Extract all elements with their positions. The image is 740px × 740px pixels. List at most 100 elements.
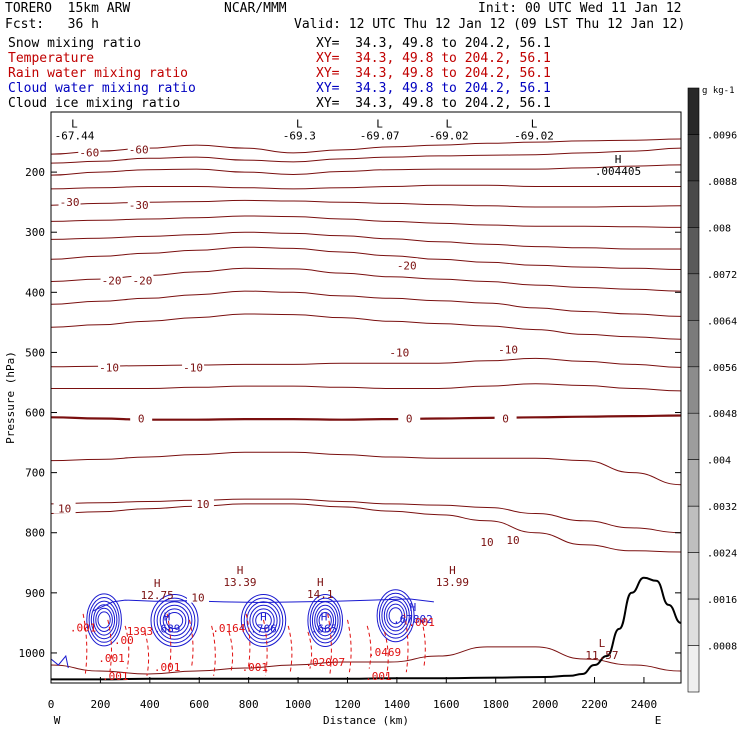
isotherm-line — [50, 147, 682, 164]
label-background — [182, 360, 205, 373]
rain-contour — [144, 631, 150, 676]
colorbar-segment — [687, 552, 700, 600]
extremum-mark: H — [260, 610, 267, 623]
isotherm-line — [50, 498, 682, 534]
extremum-value: .67802 — [393, 613, 433, 626]
init-label: Init: 00 UTC Wed 11 Jan 12 — [478, 1, 682, 16]
isotherm-line — [50, 164, 682, 176]
rain-contour — [327, 613, 332, 676]
cloud-water-contour — [88, 597, 120, 643]
isotherm-label: -10 — [99, 361, 119, 374]
field-name-rain: Rain water mixing ratio — [8, 66, 189, 81]
extremum-value: -69.3 — [283, 130, 316, 143]
colorbar: .0096 .0088 .008 .0072 .0064 .0056 .0048 .004 .0… — [687, 86, 737, 693]
cloud-water-contour — [240, 594, 287, 647]
isotherm-line — [51, 383, 682, 392]
colorbar-segment — [687, 87, 700, 135]
cloud-water-contour — [159, 604, 190, 637]
x-tick-label: 1200 — [334, 698, 361, 711]
rain-label: .001 — [98, 652, 125, 665]
isotherm-label: 0 — [138, 413, 145, 426]
x-tick-label: 2400 — [631, 698, 658, 711]
extremum-value: .004405 — [595, 165, 641, 178]
isotherm-line — [50, 357, 682, 368]
cloud-water-contour — [50, 654, 69, 669]
extremum-mark: H — [154, 577, 161, 590]
cloud-water-contour — [93, 604, 116, 636]
cloud-water-contour — [388, 607, 403, 625]
rain-contour — [307, 631, 313, 669]
fcst-label: Fcst: 36 h — [5, 17, 99, 32]
colorbar-tick-label: .0096 — [707, 130, 737, 141]
valid-label: Valid: 12 UTC Thu 12 Jan 12 (09 LST Thu … — [294, 17, 686, 32]
cloud-water-layer — [50, 589, 434, 669]
rain-label: .001 — [365, 670, 392, 683]
rain-contour — [263, 619, 268, 676]
isotherm-line — [50, 313, 682, 340]
cloud-water-contour — [92, 598, 434, 612]
extremum-mark: H — [615, 153, 622, 166]
y-tick-label: 700 — [25, 467, 45, 480]
y-axis-title: Pressure (hPa) — [4, 351, 17, 444]
extremum-value: -69.02 — [429, 130, 469, 143]
field-name-cloud-water: Cloud water mixing ratio — [8, 81, 196, 96]
colorbar-tick-label: .0032 — [707, 502, 737, 513]
extremum-mark: H — [317, 576, 324, 589]
field-name-snow: Snow mixing ratio — [8, 36, 142, 51]
cloud-water-contour — [383, 600, 408, 632]
extremum-value: .689 — [154, 622, 181, 635]
label-background — [395, 258, 418, 271]
isotherm-label: 10 — [506, 534, 519, 547]
cloud-water-contour — [318, 612, 332, 629]
isotherm-label: -60 — [79, 146, 99, 159]
cloud-water-contour — [316, 608, 335, 633]
x-tick-label: 400 — [140, 698, 160, 711]
cloud-water-contour — [307, 594, 344, 647]
colorbar-segment — [687, 227, 700, 275]
colorbar-tick-label: .0056 — [707, 363, 737, 374]
x-axis-title: Distance (km) — [323, 714, 409, 727]
label-background — [388, 345, 411, 358]
y-tick-label: 600 — [25, 407, 45, 420]
rain-contour — [124, 625, 130, 669]
cloud-water-contour — [314, 604, 337, 637]
x-tick-label: 1000 — [285, 698, 312, 711]
colorbar-segment — [687, 180, 700, 228]
isotherm-label: 10 — [191, 592, 204, 605]
cloud-water-contour — [90, 600, 118, 640]
isotherm-label: -10 — [498, 343, 518, 356]
label-background — [494, 411, 517, 424]
label-background — [187, 590, 209, 603]
cloud-water-contour — [249, 604, 278, 637]
x-tick-label: 1800 — [482, 698, 509, 711]
rain-contour — [228, 631, 234, 673]
isotherm-label: 0 — [502, 413, 509, 426]
y-tick-label: 300 — [25, 226, 45, 239]
isotherm-label: 0 — [406, 413, 413, 426]
isotherm-label: 10 — [480, 536, 493, 549]
colorbar-segment — [687, 412, 700, 461]
extremum-value: 13.99 — [436, 576, 469, 589]
extremum-mark: H — [164, 610, 171, 623]
cloud-water-contour — [86, 593, 122, 647]
plot-frame — [50, 111, 682, 684]
rain-contour — [245, 613, 251, 669]
rain-contour — [188, 619, 194, 669]
isotherm-label: 10 — [58, 503, 71, 516]
isotherm-label: -30 — [60, 196, 80, 209]
extremum-mark: L — [531, 118, 538, 131]
isotherm-line — [50, 199, 682, 208]
colorbar-tick-label: .0048 — [707, 409, 737, 420]
rain-label: .001 — [408, 616, 435, 629]
cloud-water-contour — [153, 597, 196, 644]
extremum-mark: H — [321, 610, 328, 623]
cloud-water-contour — [309, 597, 341, 644]
isotherm-label: -20 — [102, 274, 122, 287]
label-background — [191, 496, 214, 509]
model-label: TORERO 15km ARW — [5, 1, 131, 16]
isotherm-label: -30 — [129, 199, 149, 212]
colorbar-segment — [687, 459, 700, 507]
y-tick-label: 500 — [25, 346, 45, 359]
colorbar-tick-label: .008 — [707, 223, 731, 234]
isotherm-label: -60 — [129, 143, 149, 156]
